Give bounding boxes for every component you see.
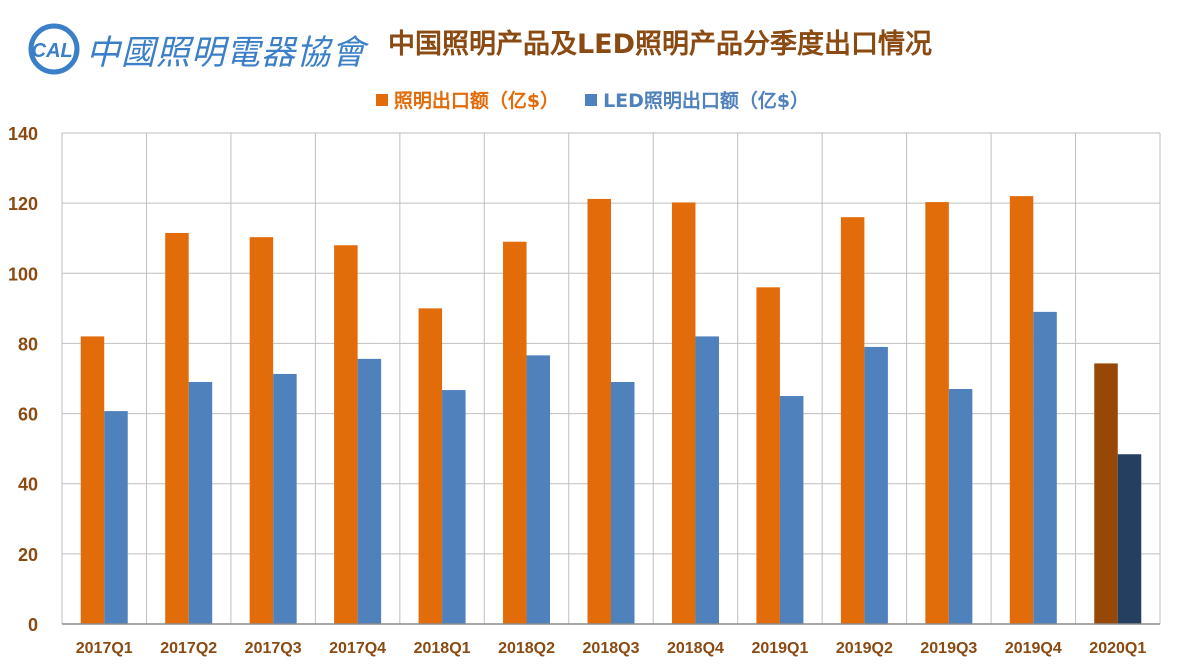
x-tick-label: 2018Q4 — [667, 640, 724, 657]
bar-lighting — [756, 287, 780, 624]
y-tick-label: 40 — [18, 475, 38, 495]
x-tick-label: 2019Q3 — [920, 640, 977, 657]
bar-lighting — [671, 202, 696, 625]
bar-led — [1033, 311, 1057, 624]
x-tick-label: 2019Q4 — [1005, 640, 1062, 657]
logo-badge-text: CALI — [32, 40, 79, 62]
legend: 照明出口额（亿$） LED照明出口额（亿$） — [0, 86, 1185, 113]
y-tick-label: 60 — [18, 405, 38, 425]
bar-lighting — [165, 232, 189, 625]
bars — [80, 196, 1142, 625]
bar-lighting — [1094, 363, 1118, 624]
legend-swatch-led — [585, 93, 598, 106]
y-tick-label: 100 — [8, 264, 38, 284]
logo-badge-icon: CALI — [28, 23, 80, 75]
x-tick-label: 2018Q1 — [414, 640, 471, 657]
x-tick-label: 2018Q3 — [583, 640, 640, 657]
bar-lighting — [587, 198, 611, 625]
legend-label-lighting: 照明出口额（亿$） — [393, 90, 560, 112]
chart-title: 中国照明产品及LED照明产品分季度出口情况 — [387, 29, 933, 60]
y-tick-label: 140 — [8, 124, 38, 144]
bar-led — [357, 358, 382, 624]
x-tick-label: 2018Q2 — [498, 640, 555, 657]
bar-lighting — [1009, 196, 1034, 624]
legend-item-lighting: 照明出口额（亿$） — [375, 86, 560, 113]
bar-led — [273, 373, 297, 624]
bar-lighting — [80, 336, 105, 624]
x-tick-label: 2017Q2 — [160, 640, 217, 657]
logo-text: 中國照明電器協會 — [86, 32, 366, 73]
x-axis: 2017Q1 2017Q2 2017Q3 2017Q4 2018Q1 2018Q2 2018… — [62, 623, 1160, 657]
x-tick-label: 2019Q1 — [751, 640, 808, 657]
y-axis: 0 20 40 60 80 100 120 140 — [8, 124, 38, 635]
bar-led — [695, 336, 719, 624]
bar-lighting — [418, 308, 443, 624]
bar-led — [526, 355, 551, 624]
bar-led — [104, 411, 128, 624]
bar-lighting — [925, 202, 949, 625]
y-tick-label: 80 — [18, 334, 38, 354]
x-tick-label: 2019Q2 — [836, 640, 893, 657]
bar-led — [779, 396, 804, 624]
bar-lighting — [503, 241, 527, 624]
x-tick-label: 2020Q1 — [1089, 640, 1146, 657]
bar-led — [442, 390, 466, 624]
bar-led — [948, 389, 973, 624]
logo: CALI 中國照明電器協會 — [28, 23, 366, 75]
y-tick-label: 0 — [28, 615, 38, 635]
y-tick-label: 20 — [18, 545, 38, 565]
legend-swatch-lighting — [375, 93, 388, 106]
bar-lighting — [334, 245, 358, 624]
x-tick-label: 2017Q4 — [329, 640, 386, 657]
y-tick-label: 120 — [8, 194, 38, 214]
legend-item-led: LED照明出口额（亿$） — [585, 86, 809, 113]
x-tick-label: 2017Q3 — [245, 640, 302, 657]
bar-lighting — [840, 217, 865, 624]
legend-label-led: LED照明出口额（亿$） — [603, 90, 810, 112]
bar-led — [864, 346, 888, 624]
bar-lighting — [249, 237, 274, 624]
x-tick-label: 2017Q1 — [76, 640, 133, 657]
bar-led — [611, 382, 635, 624]
bar-led — [1117, 454, 1142, 624]
bar-led — [188, 382, 213, 624]
